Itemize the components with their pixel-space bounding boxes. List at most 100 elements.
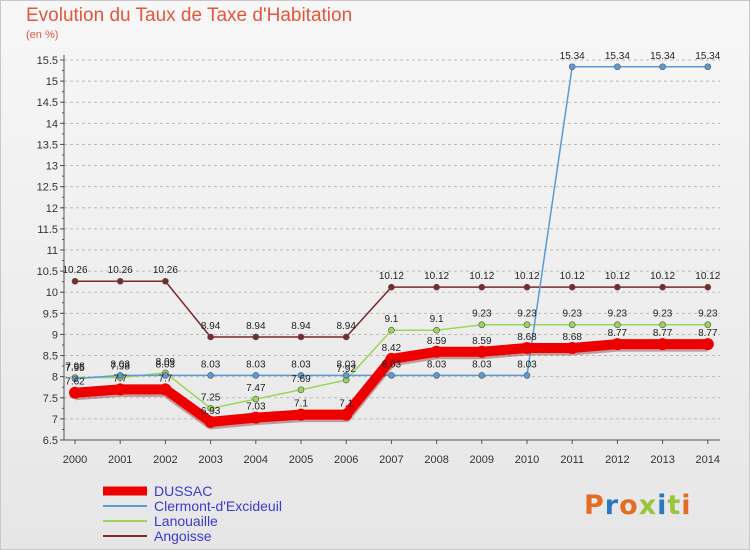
data-point <box>295 408 307 421</box>
data-point <box>478 321 486 329</box>
data-label: 8.77 <box>698 328 718 339</box>
y-tick-label: 9 <box>52 329 58 341</box>
axes <box>63 55 720 441</box>
data-point <box>433 283 440 291</box>
data-point <box>430 345 443 358</box>
data-label: 10.12 <box>605 271 630 282</box>
legend-label: Angoisse <box>154 528 212 544</box>
data-point <box>659 283 666 291</box>
data-label: 10.12 <box>560 271 585 282</box>
data-label: 7.1 <box>339 399 353 410</box>
x-tick-label: 2000 <box>63 454 87 466</box>
data-label: 9.23 <box>698 309 718 320</box>
legend-label: DUSSAC <box>154 483 212 499</box>
data-label: 10.26 <box>108 265 133 276</box>
y-tick-label: 8.5 <box>43 351 58 363</box>
data-label: 8.94 <box>246 321 266 332</box>
data-label: 8.77 <box>608 328 628 339</box>
data-point <box>523 321 531 329</box>
data-label: 8.94 <box>291 321 311 332</box>
logo-letter: o <box>619 490 639 521</box>
data-point <box>71 277 79 285</box>
data-label: 10.12 <box>424 271 449 282</box>
data-point <box>340 408 353 421</box>
data-point <box>342 333 350 341</box>
data-label: 8.03 <box>472 359 492 370</box>
data-label: 7.98 <box>65 362 85 373</box>
y-tick-label: 7.5 <box>43 393 58 405</box>
data-label: 8.42 <box>382 343 402 354</box>
data-point <box>252 372 260 379</box>
logo-letter: P <box>584 490 605 521</box>
y-tick-label: 6.5 <box>43 435 58 447</box>
data-point <box>252 395 260 403</box>
data-point <box>478 283 486 291</box>
data-label: 7.03 <box>246 402 266 413</box>
x-tick-label: 2008 <box>424 454 448 466</box>
data-label: 8.94 <box>336 321 356 332</box>
data-label: 15.34 <box>605 51 630 62</box>
data-label: 15.34 <box>560 51 585 62</box>
x-tick-label: 2011 <box>560 454 584 466</box>
data-point <box>659 321 666 329</box>
y-tick-label: 14.5 <box>37 97 58 109</box>
y-tick-label: 15 <box>46 76 58 88</box>
y-axis-ticks: 6.5 7 7.5 8 8.5 9 9.5 10 10.5 11 11.5 12 12.5 13 13.5 1… <box>37 55 64 447</box>
legend: DUSSACClermont-d'ExcideuilLanouailleAngo… <box>103 483 282 544</box>
data-point <box>297 333 305 341</box>
data-point <box>69 386 81 399</box>
x-tick-label: 2005 <box>289 454 313 466</box>
y-tick-label: 8 <box>52 372 58 384</box>
data-label: 7.1 <box>294 399 308 410</box>
data-label: 8.03 <box>427 359 447 370</box>
data-label: 8.59 <box>472 336 492 347</box>
data-point <box>116 372 124 379</box>
data-label: 9.23 <box>517 309 537 320</box>
data-point <box>521 341 533 354</box>
data-label: 9.23 <box>653 309 673 320</box>
data-label: 8.09 <box>156 357 176 368</box>
data-point <box>207 372 214 379</box>
data-point <box>204 415 217 428</box>
x-tick-label: 2013 <box>650 454 674 466</box>
data-label: 7.25 <box>201 392 221 403</box>
data-point <box>388 283 395 291</box>
y-tick-label: 9.5 <box>43 308 58 320</box>
data-point <box>478 372 486 379</box>
data-labels: 7.62 7.7 7.7 6.93 7.03 7.1 7.1 8.42 8.59 8.59 8.68… <box>62 51 720 417</box>
x-tick-label: 2010 <box>515 454 539 466</box>
data-label: 10.26 <box>153 265 178 276</box>
data-point <box>568 283 576 291</box>
data-point <box>704 283 712 291</box>
data-label: 7.7 <box>158 373 172 384</box>
data-label: 8.03 <box>110 359 130 370</box>
x-tick-label: 2007 <box>379 454 403 466</box>
data-label: 10.12 <box>469 271 494 282</box>
y-tick-label: 11 <box>47 245 58 257</box>
x-tick-label: 2002 <box>153 454 177 466</box>
data-point <box>433 372 440 379</box>
data-point <box>159 383 172 396</box>
data-label: 6.93 <box>201 406 221 417</box>
data-point <box>614 321 621 329</box>
data-label: 7.92 <box>336 364 356 375</box>
y-tick-label: 12.5 <box>37 182 58 194</box>
data-point <box>659 63 666 71</box>
data-label: 10.12 <box>695 271 720 282</box>
x-tick-label: 2006 <box>334 454 358 466</box>
x-tick-label: 2012 <box>605 454 629 466</box>
legend-label: Clermont-d'Excideuil <box>154 498 282 514</box>
data-label: 8.03 <box>291 359 311 370</box>
data-label: 8.03 <box>246 359 266 370</box>
data-point <box>614 283 621 291</box>
data-point <box>475 345 488 358</box>
data-label: 8.94 <box>201 321 221 332</box>
chart-title: Evolution du Taux de Taxe d'Habitation <box>26 5 353 26</box>
y-tick-label: 15.5 <box>37 55 58 67</box>
data-label: 8.03 <box>201 359 221 370</box>
data-label: 9.1 <box>430 314 444 325</box>
data-point <box>566 341 579 354</box>
proxiti-logo: Proxiti <box>584 490 692 521</box>
data-label: 8.03 <box>382 359 402 370</box>
x-tick-label: 2001 <box>108 454 132 466</box>
